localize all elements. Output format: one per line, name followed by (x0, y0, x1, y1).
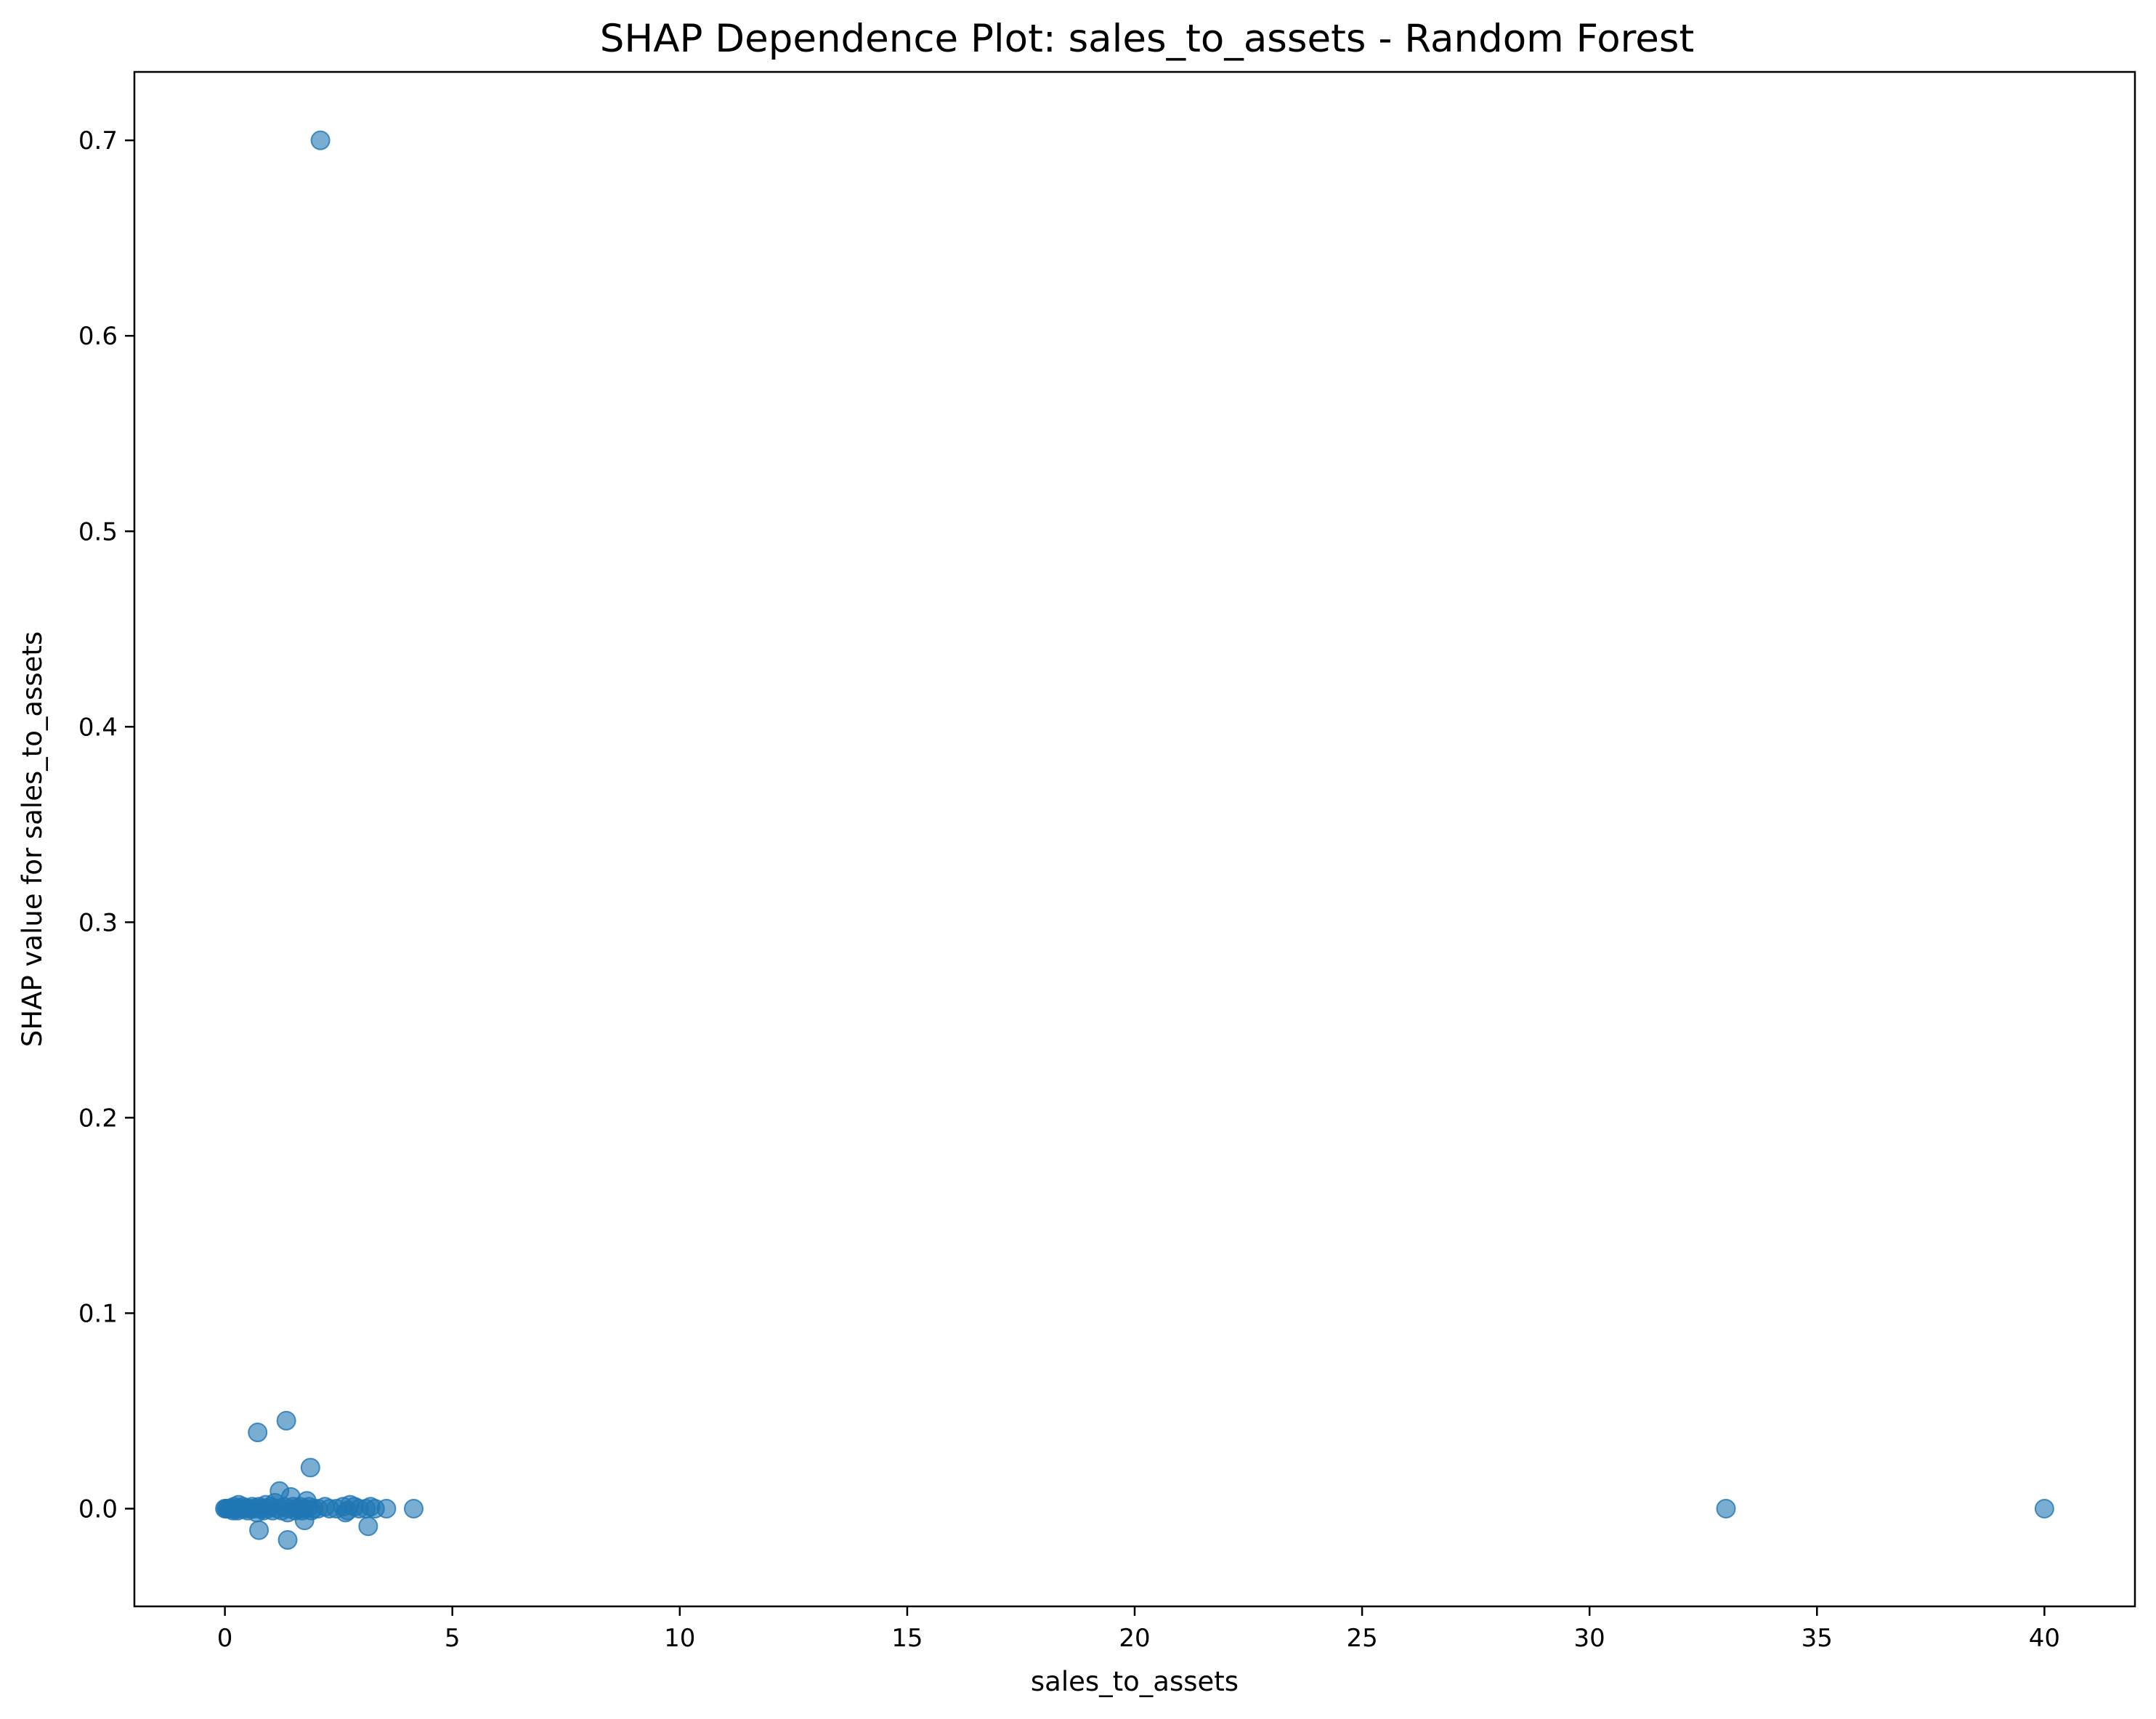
x-tick-label: 20 (1119, 1624, 1150, 1653)
y-tick-label: 0.1 (78, 1299, 118, 1328)
scatter-point (277, 1530, 298, 1550)
x-tick-label: 0 (217, 1624, 233, 1653)
x-tick-label: 25 (1346, 1624, 1377, 1653)
y-tick-label: 0.5 (78, 517, 118, 546)
scatter-point (248, 1423, 268, 1443)
scatter-point (310, 130, 331, 150)
y-axis: 0.0 0.1 0.2 0.3 0.4 0.5 0.6 0.7 (78, 126, 134, 1524)
scatter-point (358, 1516, 378, 1537)
x-tick-label: 15 (891, 1624, 923, 1653)
y-tick-label: 0.6 (78, 322, 118, 351)
y-tick-label: 0.3 (78, 908, 118, 937)
x-axis: 0 5 10 15 20 25 30 35 40 (217, 1606, 2060, 1653)
plot-area-frame (133, 70, 2136, 1608)
y-tick-label: 0.0 (78, 1494, 118, 1524)
scatter-point (376, 1498, 397, 1518)
x-tick-label: 10 (664, 1624, 695, 1653)
x-tick-label: 5 (445, 1624, 461, 1653)
chart-title: SHAP Dependence Plot: sales_to_assets - … (600, 17, 1695, 61)
y-tick-label: 0.4 (78, 713, 118, 742)
y-tick-label: 0.7 (78, 126, 118, 155)
x-tick-label: 35 (1802, 1624, 1833, 1653)
x-axis-label: sales_to_assets (1031, 1666, 1239, 1697)
scatter-point (2034, 1498, 2054, 1518)
scatter-point (276, 1410, 296, 1431)
scatter-point (294, 1510, 315, 1531)
x-tick-label: 40 (2029, 1624, 2060, 1653)
y-axis-label: SHAP value for sales_to_assets (17, 631, 48, 1047)
scatter-points (215, 130, 2054, 1550)
y-tick-label: 0.2 (78, 1104, 118, 1133)
scatter-point (1716, 1498, 1736, 1518)
x-tick-label: 30 (1574, 1624, 1605, 1653)
scatter-point (300, 1457, 320, 1478)
scatter-point (249, 1520, 270, 1540)
scatter-point (403, 1498, 423, 1518)
